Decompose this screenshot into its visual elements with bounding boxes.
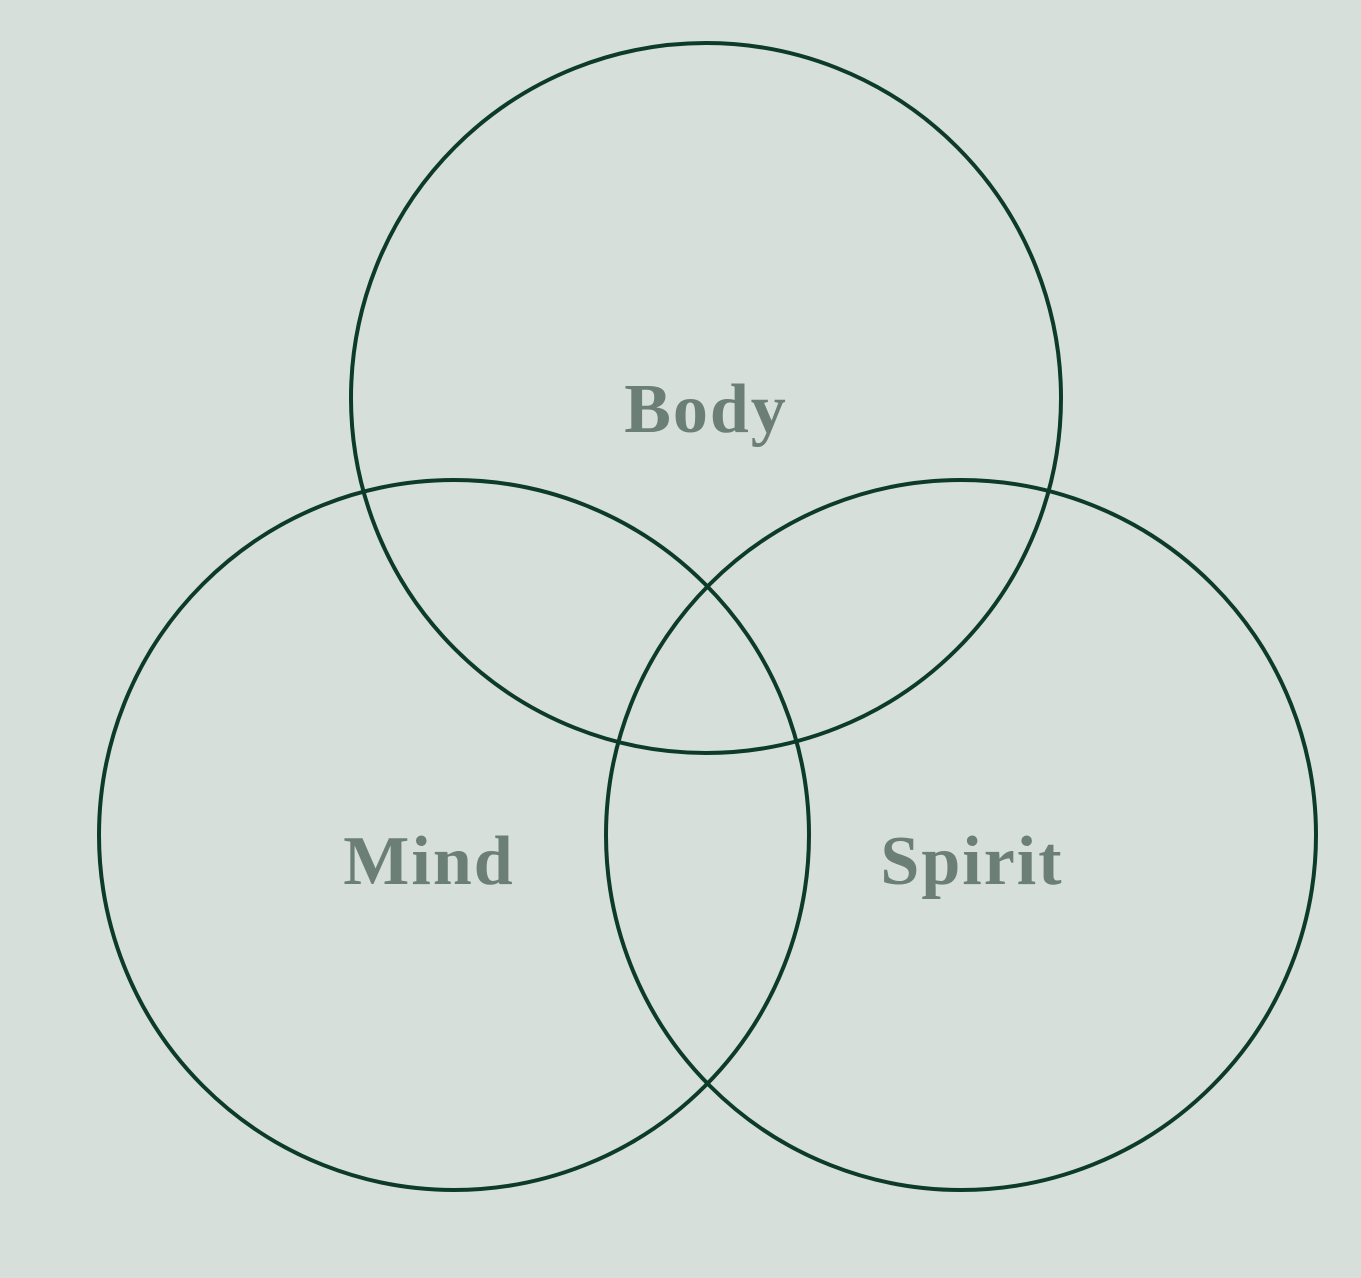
label-body: Body: [624, 371, 788, 448]
label-mind: Mind: [343, 823, 514, 900]
circle-mind: [97, 478, 811, 1192]
label-spirit: Spirit: [880, 823, 1063, 900]
circle-spirit: [604, 478, 1318, 1192]
circle-body: [349, 41, 1063, 755]
